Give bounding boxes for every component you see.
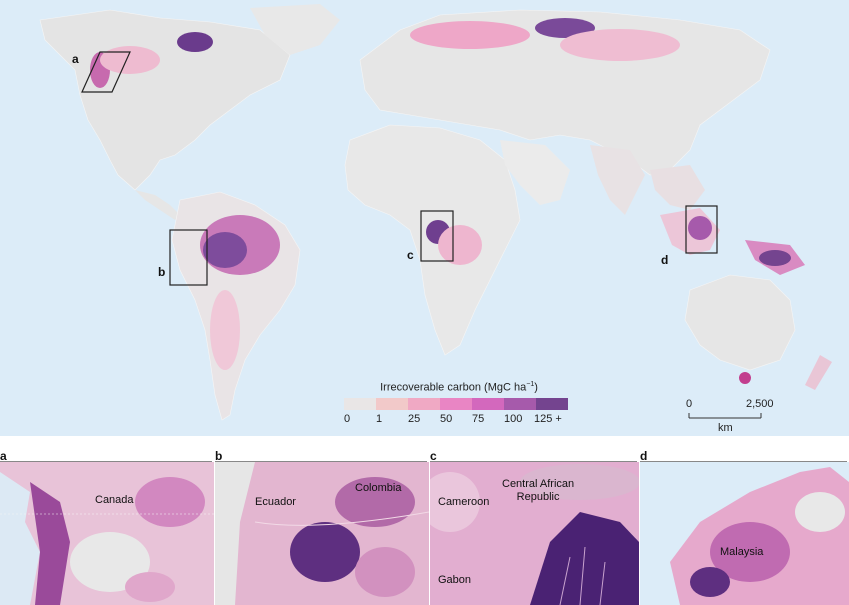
legend-swatch-5	[504, 397, 536, 410]
panel-label-d: d	[640, 449, 648, 463]
region-box-c	[420, 210, 454, 262]
legend-tick-5: 100	[504, 412, 523, 425]
place-malaysia: Malaysia	[720, 546, 764, 558]
scale-line	[688, 413, 762, 419]
region-label-c: c	[407, 248, 414, 262]
region-box-d	[685, 205, 718, 254]
region-label-a: a	[72, 52, 79, 66]
region-label-d: d	[661, 253, 669, 267]
region-label-b: b	[158, 265, 166, 279]
greenland	[250, 4, 340, 55]
legend-swatch-0	[344, 397, 376, 410]
legend-swatch-6	[536, 397, 568, 410]
region-box-b	[169, 229, 208, 286]
panel-b: Ecuador Colombia	[215, 462, 429, 605]
divider	[0, 436, 849, 450]
carbon-hotspots	[90, 18, 791, 384]
panel-rule-3	[640, 461, 847, 462]
panel-label-a: a	[0, 449, 7, 463]
panel-rule-1	[215, 461, 427, 462]
place-central-african-republic: Central African Republic	[502, 478, 575, 503]
world-map-graphic	[39, 4, 832, 421]
legend-tick-0: 0	[344, 412, 351, 425]
scale-bar: 0 2,500 km	[682, 398, 782, 436]
panel-label-c: c	[430, 449, 437, 463]
central-america	[135, 190, 180, 220]
place-cameroon: Cameroon	[438, 496, 490, 508]
legend-tick-3: 50	[440, 412, 453, 425]
place-canada: Canada	[95, 494, 134, 506]
legend: Irrecoverable carbon (MgC ha−1) 0 1 25 50 75…	[344, 381, 574, 427]
place-ecuador: Ecuador	[255, 496, 296, 508]
panel-b-map	[215, 462, 429, 605]
world-map: a b c d Irrecoverable carbon (MgC ha−1) …	[0, 0, 849, 436]
new-zealand	[805, 355, 832, 390]
legend-tick-2: 25	[408, 412, 421, 425]
legend-ticks: 0 1 25 50 75 100 125 +	[344, 413, 574, 427]
panel-label-b: b	[215, 449, 223, 463]
region-box-a	[81, 51, 131, 93]
scale-unit: km	[718, 422, 733, 434]
north-america	[39, 9, 291, 191]
legend-tick-6: 125 +	[534, 412, 562, 425]
panel-a: Canada	[0, 462, 214, 605]
panel-d-map	[640, 462, 849, 605]
legend-tick-1: 1	[376, 412, 383, 425]
legend-swatch-1	[376, 397, 408, 410]
legend-tick-4: 75	[472, 412, 485, 425]
panel-c-map	[430, 462, 639, 605]
panel-rule-2	[430, 461, 637, 462]
panel-c: Cameroon Central African Republic Gabon	[430, 462, 639, 605]
place-colombia: Colombia	[355, 482, 402, 494]
legend-swatch-4	[472, 397, 504, 410]
scale-zero: 0	[686, 398, 693, 410]
south-asia	[500, 140, 570, 205]
panel-rule-0	[0, 461, 212, 462]
legend-title: Irrecoverable carbon (MgC ha−1)	[380, 381, 538, 394]
se-asia	[650, 165, 705, 210]
legend-swatch-2	[408, 397, 440, 410]
india	[590, 145, 645, 215]
legend-swatch-3	[440, 397, 472, 410]
scale-max: 2,500	[746, 398, 774, 410]
place-gabon: Gabon	[438, 574, 472, 586]
australia	[684, 274, 796, 371]
panel-d: Malaysia	[640, 462, 849, 605]
panel-a-map	[0, 462, 214, 605]
legend-swatches	[344, 397, 574, 410]
